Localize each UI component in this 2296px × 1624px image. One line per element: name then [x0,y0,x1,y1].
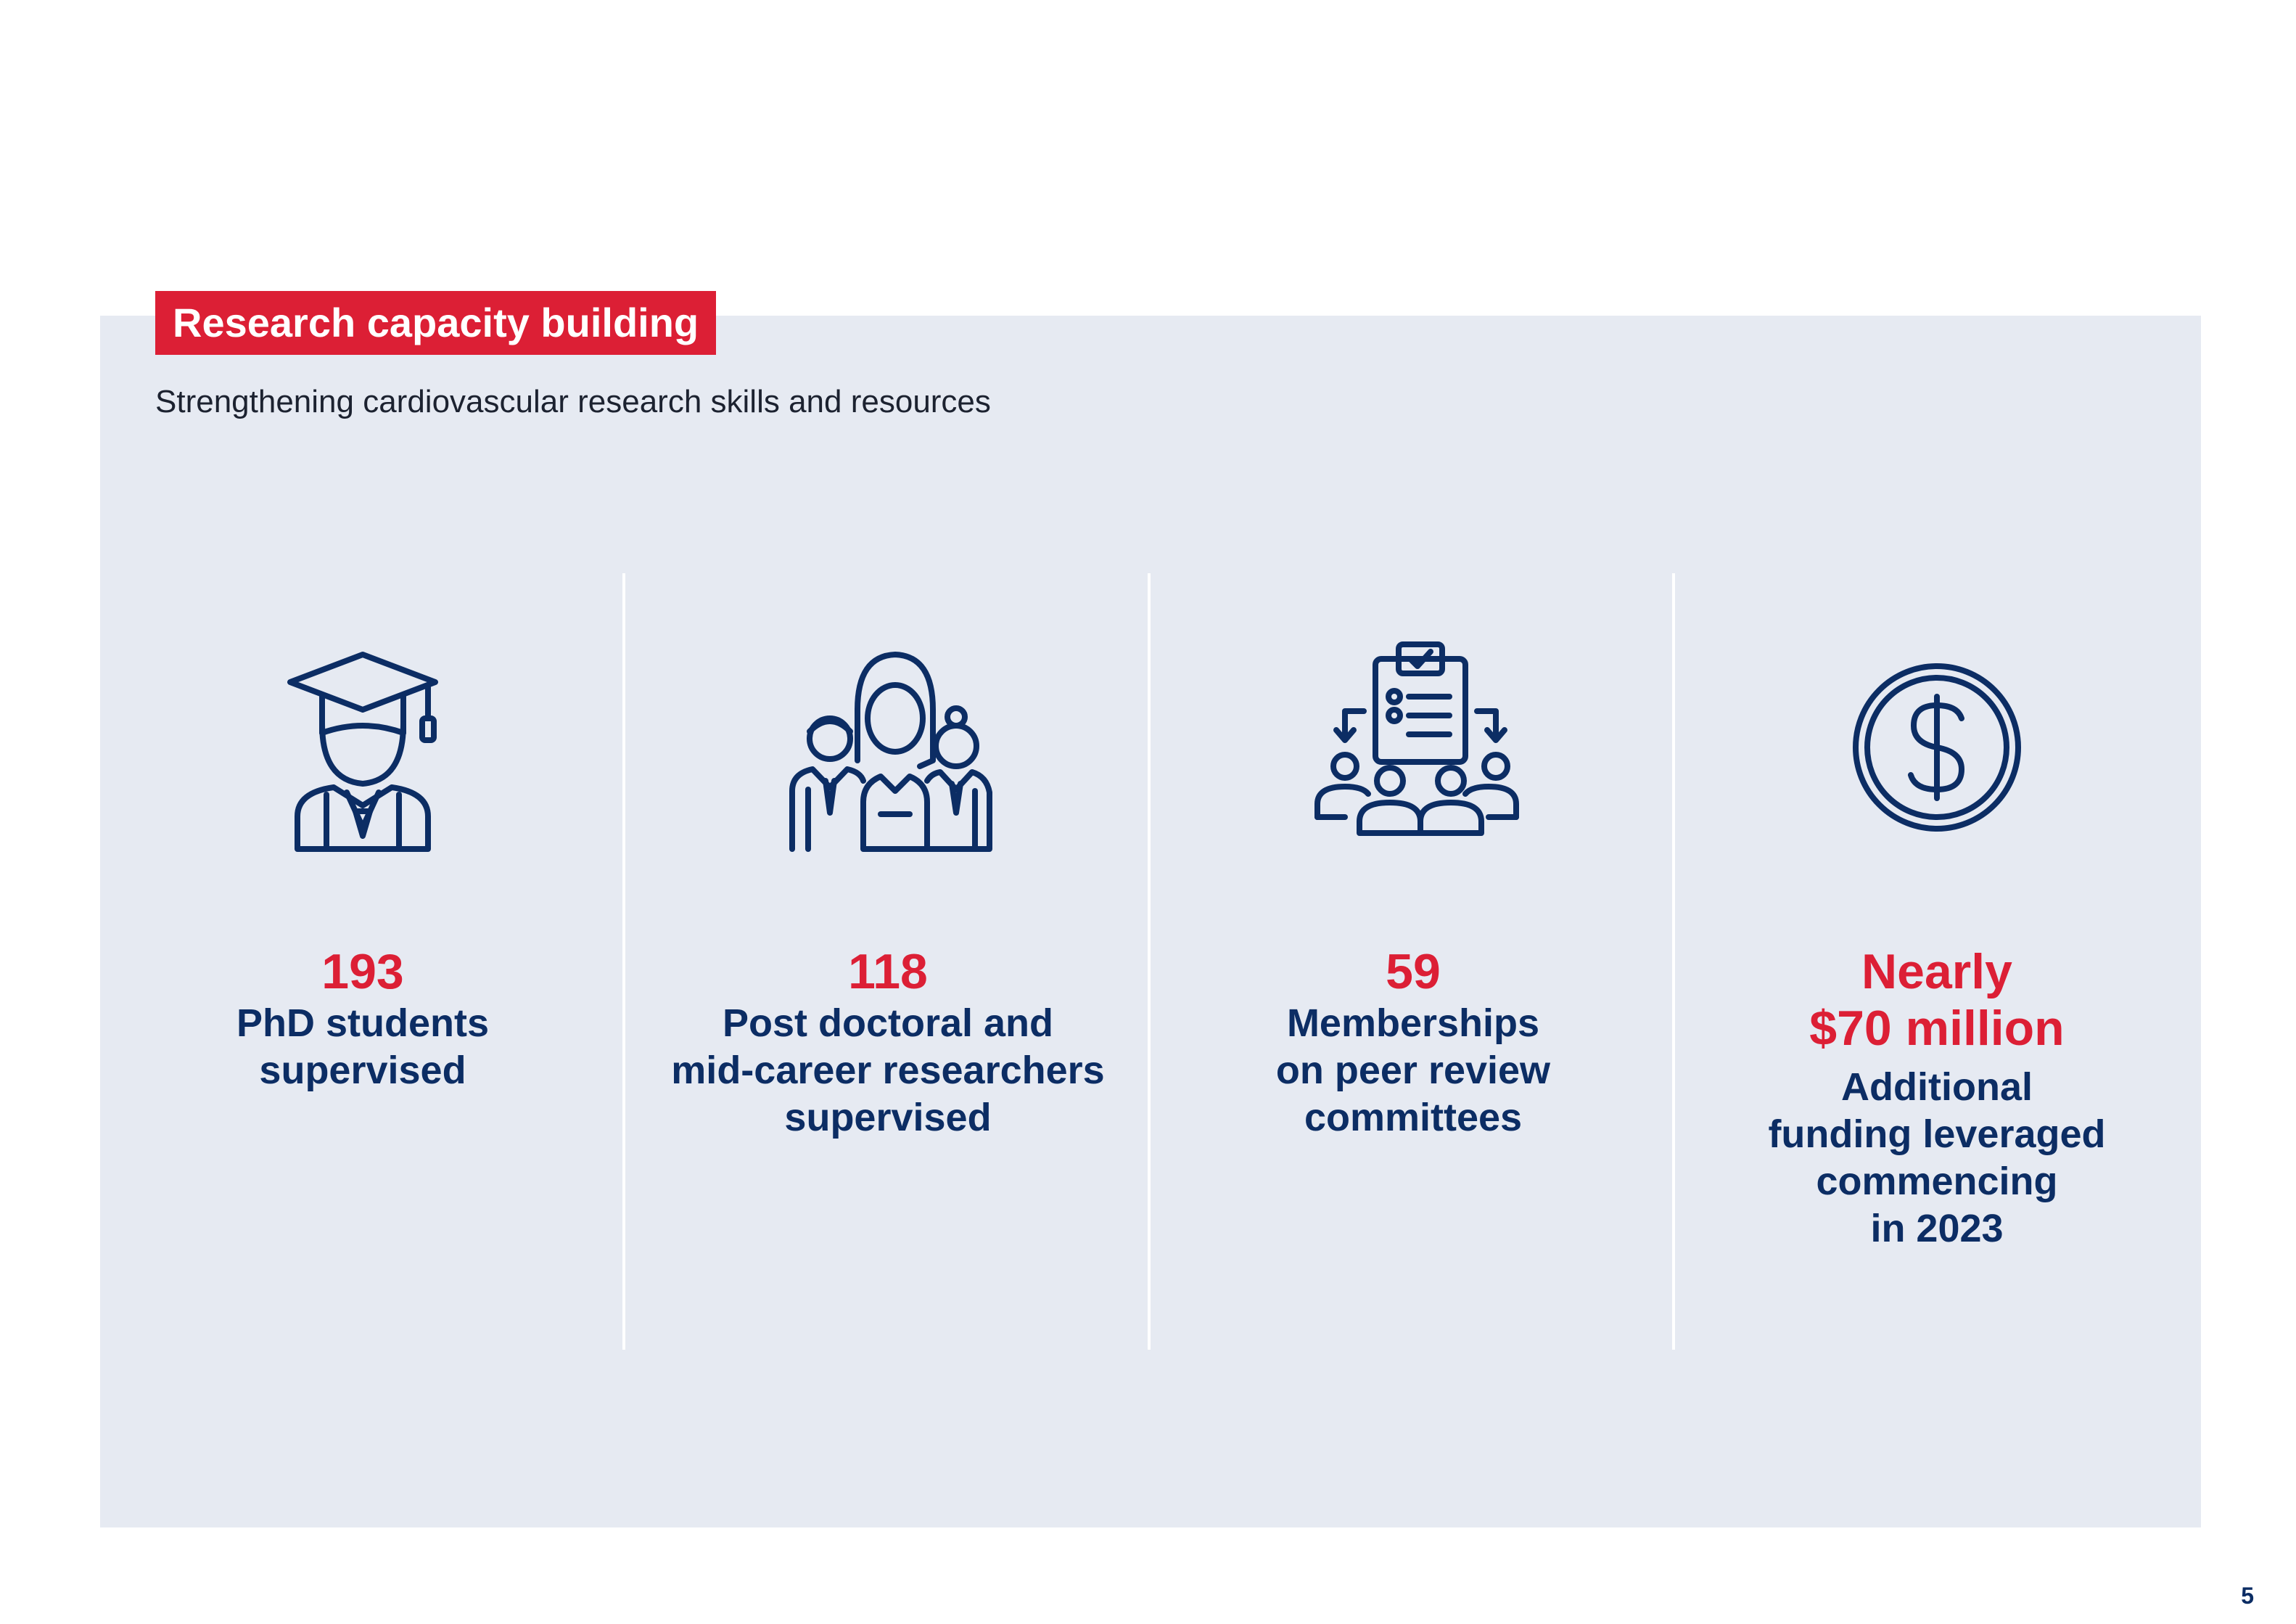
stat-value: 118 [848,944,928,999]
stat-label-line: commencing [1816,1160,2058,1203]
stat-label-line: in 2023 [1870,1207,2004,1250]
stat-label-line: on peer review [1275,1049,1551,1092]
page-number: 5 [2241,1583,2254,1609]
stat-label-line: Memberships [1286,1001,1540,1045]
stat-label-line: mid-career researchers [671,1049,1105,1092]
stat-label-line: supervised [784,1096,992,1139]
researchers-group-icon [789,652,992,852]
stat-value: 59 [1386,944,1441,999]
dollar-coin-icon [1853,663,2021,832]
stat-card-phd: 193 PhD students supervised [116,639,609,1092]
column-divider [622,573,625,1350]
stat-value: 193 [321,944,404,999]
stat-label-line: Additional [1841,1065,2033,1109]
stat-label-line: supervised [259,1049,466,1092]
column-divider [1672,573,1675,1350]
stat-label-line: PhD students [236,1001,490,1045]
section-subtitle: Strengthening cardiovascular research sk… [155,384,991,419]
content-panel [100,316,2201,1527]
stat-label-line: funding leveraged [1768,1112,2106,1156]
stat-card-peer-review: 59 Memberships on peer review committees [1166,639,1660,1139]
stat-card-funding: Nearly $70 million Additional funding le… [1690,639,2184,1250]
stat-value-line: $70 million [1809,1001,2065,1056]
stat-label-line: committees [1304,1096,1523,1139]
column-divider [1148,573,1151,1350]
stat-label-line: Post doctoral and [722,1001,1054,1045]
graduate-icon [287,652,438,852]
stat-value-line: Nearly [1861,944,2012,999]
peer-review-committee-icon [1314,641,1519,836]
stat-card-researchers: 118 Post doctoral and mid-career researc… [641,639,1135,1139]
section-tag: Research capacity building [155,291,717,355]
